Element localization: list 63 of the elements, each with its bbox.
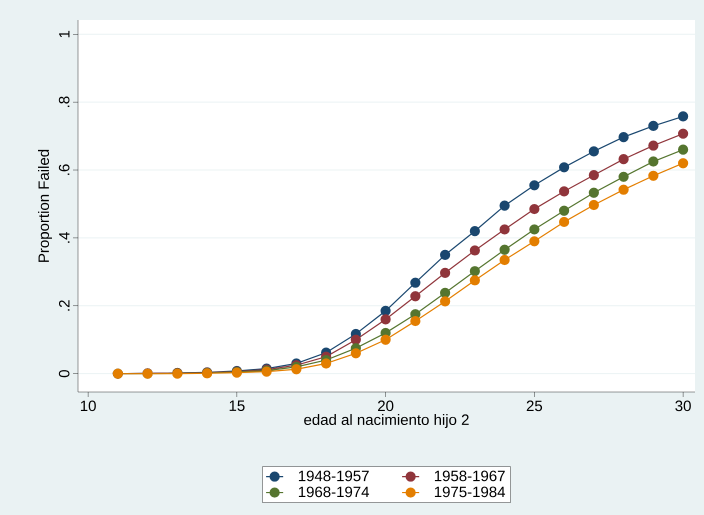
point bbox=[559, 216, 570, 228]
point bbox=[618, 154, 629, 164]
point bbox=[350, 334, 361, 345]
point bbox=[291, 364, 302, 374]
point bbox=[410, 291, 420, 302]
legend-label: 1975-1984 bbox=[434, 486, 506, 498]
point bbox=[559, 162, 570, 172]
point bbox=[678, 128, 688, 139]
point bbox=[588, 146, 599, 156]
point bbox=[529, 204, 540, 214]
point bbox=[440, 250, 450, 260]
point bbox=[678, 144, 688, 155]
point bbox=[648, 120, 658, 131]
point bbox=[410, 278, 420, 288]
point bbox=[529, 236, 540, 246]
point bbox=[350, 348, 361, 358]
point bbox=[321, 358, 332, 369]
point bbox=[500, 254, 510, 266]
y-axis-title: Proportion Failed bbox=[38, 150, 52, 262]
point bbox=[648, 156, 658, 167]
point bbox=[500, 200, 510, 211]
point bbox=[470, 275, 480, 286]
point bbox=[440, 268, 450, 278]
x-tick-label: 25 bbox=[526, 400, 542, 412]
x-tick-label: 20 bbox=[378, 400, 394, 412]
point bbox=[678, 158, 688, 168]
point bbox=[588, 188, 599, 198]
point bbox=[529, 224, 540, 235]
point bbox=[648, 170, 658, 181]
point bbox=[470, 245, 480, 256]
x-axis-title: edad al nacimiento hijo 2 bbox=[304, 414, 469, 428]
point bbox=[588, 200, 599, 210]
point bbox=[648, 140, 658, 151]
x-tick-label: 15 bbox=[230, 400, 245, 411]
point bbox=[559, 186, 570, 197]
point bbox=[500, 224, 510, 235]
point bbox=[440, 296, 450, 306]
point bbox=[440, 288, 450, 298]
point bbox=[559, 206, 570, 216]
point bbox=[380, 314, 391, 324]
legend-label: 1948-1957 bbox=[298, 470, 369, 482]
legend-label: 1968-1974 bbox=[298, 486, 370, 498]
y-tick-label: .8 bbox=[58, 96, 70, 108]
y-tick-label: 0 bbox=[58, 370, 70, 378]
point bbox=[618, 184, 629, 195]
point bbox=[588, 170, 599, 180]
point bbox=[470, 266, 480, 276]
y-tick-label: 1 bbox=[59, 30, 70, 38]
x-tick-label: 10 bbox=[80, 400, 96, 412]
point bbox=[529, 180, 540, 190]
point bbox=[618, 132, 629, 142]
point bbox=[380, 334, 391, 345]
point bbox=[500, 244, 510, 255]
y-tick-label: .2 bbox=[58, 300, 70, 311]
point bbox=[380, 306, 391, 316]
y-tick-label: .4 bbox=[59, 232, 70, 243]
point bbox=[410, 316, 420, 326]
point bbox=[470, 226, 480, 236]
x-tick-label: 30 bbox=[675, 400, 691, 412]
y-tick-label: .6 bbox=[58, 164, 70, 175]
point bbox=[678, 111, 688, 122]
legend-label: 1958-1967 bbox=[434, 470, 505, 482]
point bbox=[618, 172, 629, 182]
